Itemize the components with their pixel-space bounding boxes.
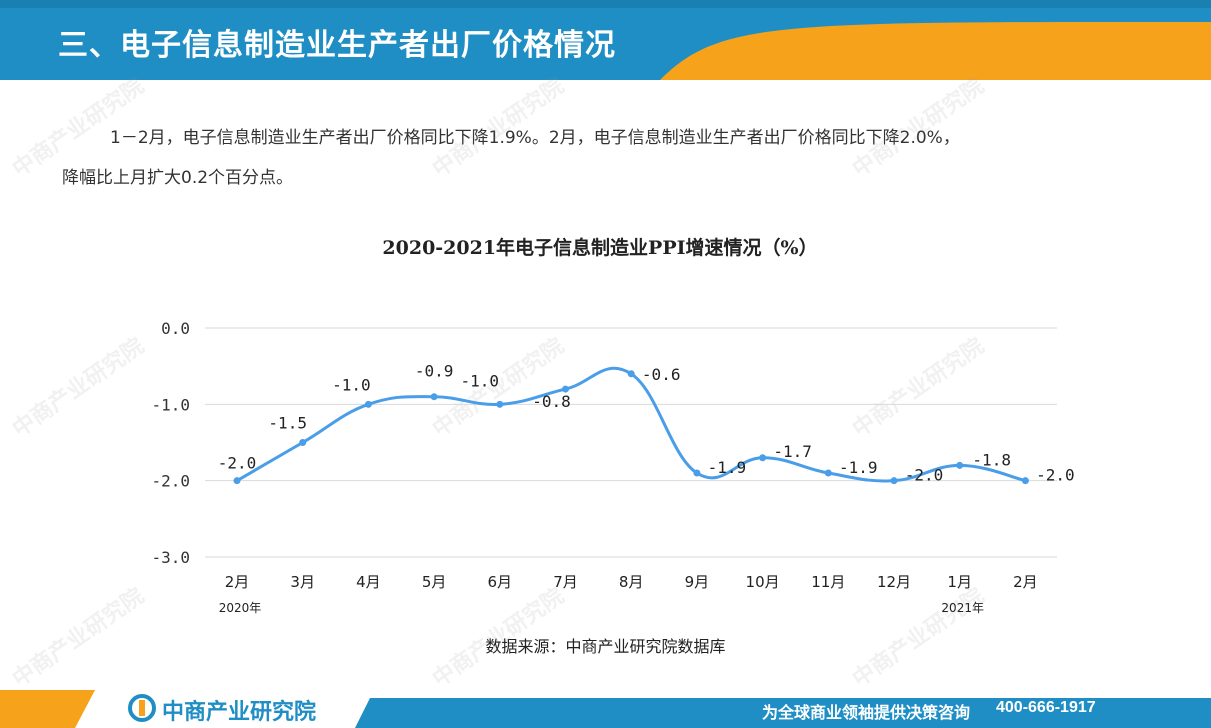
x-tick-label: 2月 [1013,573,1038,591]
y-tick-label: -2.0 [151,472,190,491]
x-axis: 2月 3月 4月 5月 6月 7月 8月 9月 10月 11月 12月 1月 2月 2020年 2021年 [219,573,1038,615]
footer-phone: 400-666-1917 [996,699,1096,716]
data-point [364,400,372,408]
y-tick-label: -3.0 [151,548,190,567]
data-point [824,469,832,477]
x-tick-label: 4月 [356,573,381,591]
data-point [233,477,241,485]
y-tick-label: -1.0 [151,395,190,414]
x-tick-label: 5月 [422,573,447,591]
data-point [693,469,701,477]
summary-line-2: 降幅比上月扩大0.2个百分点。 [62,168,294,188]
data-label: -1.7 [773,442,812,461]
summary-line-1: 1－2月，电子信息制造业生产者出厂价格同比下降1.9%。2月，电子信息制造业生产… [110,128,960,148]
data-point [956,461,964,469]
data-point [627,370,635,378]
y-axis: 0.0 -1.0 -2.0 -3.0 [151,319,190,567]
data-label: -0.8 [532,392,571,411]
x-tick-label: 11月 [811,573,845,591]
data-labels: -2.0 -1.5 -1.0 -0.9 -1.0 -0.8 -0.6 -1.9 -1.7 -1.9… [218,362,1075,485]
data-points [233,370,1029,485]
data-label: -0.9 [415,362,454,381]
ppi-line-chart: 2020-2021年电子信息制造业PPI增速情况（%） 0.0-1.0-2.0-… [151,236,1075,615]
x-tick-label: 2月 [225,573,250,591]
x-tick-label: 3月 [290,573,315,591]
x-tick-label: 1月 [947,573,972,591]
x-tick-label: 12月 [877,573,911,591]
data-point [430,393,438,401]
data-label: -0.6 [642,365,681,384]
x-tick-label: 7月 [553,573,578,591]
data-label: -1.8 [972,450,1011,469]
x-tick-label: 8月 [619,573,644,591]
footer-bar [0,690,1211,728]
year-label: 2020年 [219,601,262,615]
data-label: -1.9 [839,458,878,477]
data-point [496,400,504,408]
header-bar [0,0,1211,80]
data-point [562,385,569,393]
data-label: -2.0 [905,466,944,485]
y-tick-label: 0.0 [161,319,190,338]
footer-slogan: 为全球商业领袖提供决策咨询 [762,703,971,722]
data-label: -1.0 [332,375,371,394]
data-point [890,477,898,485]
data-label: -1.9 [708,458,747,477]
data-label: -1.5 [268,414,307,433]
data-label: -1.0 [461,371,500,390]
brand-logo-icon [128,694,156,722]
data-point [1021,477,1029,485]
page-title: 三、电子信息制造业生产者出厂价格情况 [58,28,616,63]
data-label: -2.0 [218,454,257,473]
x-tick-label: 6月 [488,573,513,591]
summary-paragraph: 1－2月，电子信息制造业生产者出厂价格同比下降1.9%。2月，电子信息制造业生产… [62,118,1152,198]
footer-brand: 中商产业研究院 [162,700,317,725]
data-point [759,454,767,462]
year-label: 2021年 [941,601,984,615]
x-tick-label: 10月 [746,573,780,591]
chart-title: 2020-2021年电子信息制造业PPI增速情况（%） [382,236,817,259]
data-source: 数据来源：中商产业研究院数据库 [485,637,726,656]
chart-grid [205,327,1057,558]
data-label: -2.0 [1036,466,1075,485]
x-tick-label: 9月 [685,573,710,591]
data-point [299,439,307,446]
